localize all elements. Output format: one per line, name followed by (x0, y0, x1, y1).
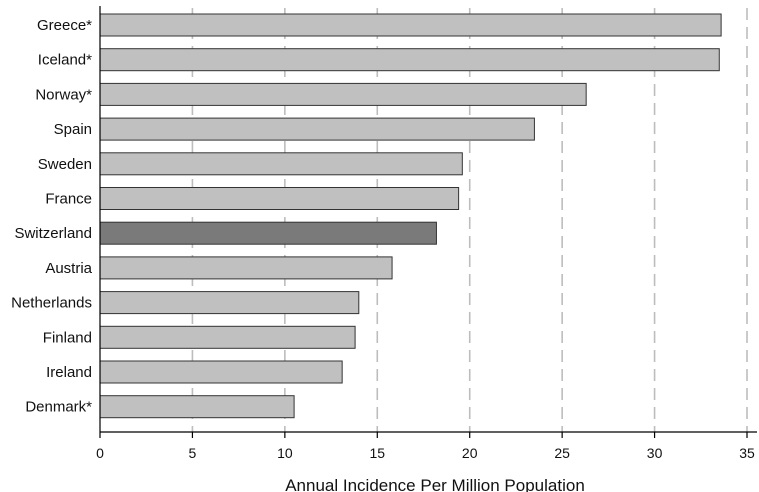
bar (99, 152, 463, 176)
x-tick-label: 10 (277, 445, 293, 461)
category-label: Greece* (37, 17, 92, 34)
category-label: Finland (43, 329, 92, 346)
bar (99, 13, 722, 37)
category-label: Ireland (46, 364, 92, 381)
x-tick-label: 20 (462, 445, 478, 461)
category-label: Netherlands (11, 295, 92, 312)
category-label: France (45, 191, 92, 208)
x-tick-label: 5 (189, 445, 197, 461)
x-tick-label: 25 (554, 445, 570, 461)
x-axis-title: Annual Incidence Per Million Population (285, 476, 585, 492)
category-label: Austria (45, 260, 92, 277)
x-tick-label: 0 (96, 445, 104, 461)
bar (99, 221, 437, 245)
x-axis: 0 5 10 15 20 25 30 35 (96, 6, 757, 461)
category-label: Iceland* (38, 52, 92, 69)
bar (99, 48, 720, 72)
bar (99, 291, 360, 315)
x-tick-label: 35 (739, 445, 755, 461)
x-tick-label: 15 (369, 445, 385, 461)
bar (99, 256, 393, 280)
category-label: Switzerland (14, 225, 92, 242)
category-labels: Greece* Iceland* Norway* Spain Sweden France S… (11, 17, 93, 416)
bar (99, 187, 460, 210)
category-label: Spain (54, 121, 92, 138)
category-label: Norway* (35, 86, 92, 103)
bar (99, 395, 295, 419)
x-tick-label: 30 (647, 445, 663, 461)
bar (99, 325, 356, 349)
bar (99, 117, 535, 141)
bar (99, 82, 587, 106)
bar (99, 360, 343, 384)
category-label: Denmark* (25, 399, 92, 416)
category-label: Sweden (38, 156, 92, 173)
